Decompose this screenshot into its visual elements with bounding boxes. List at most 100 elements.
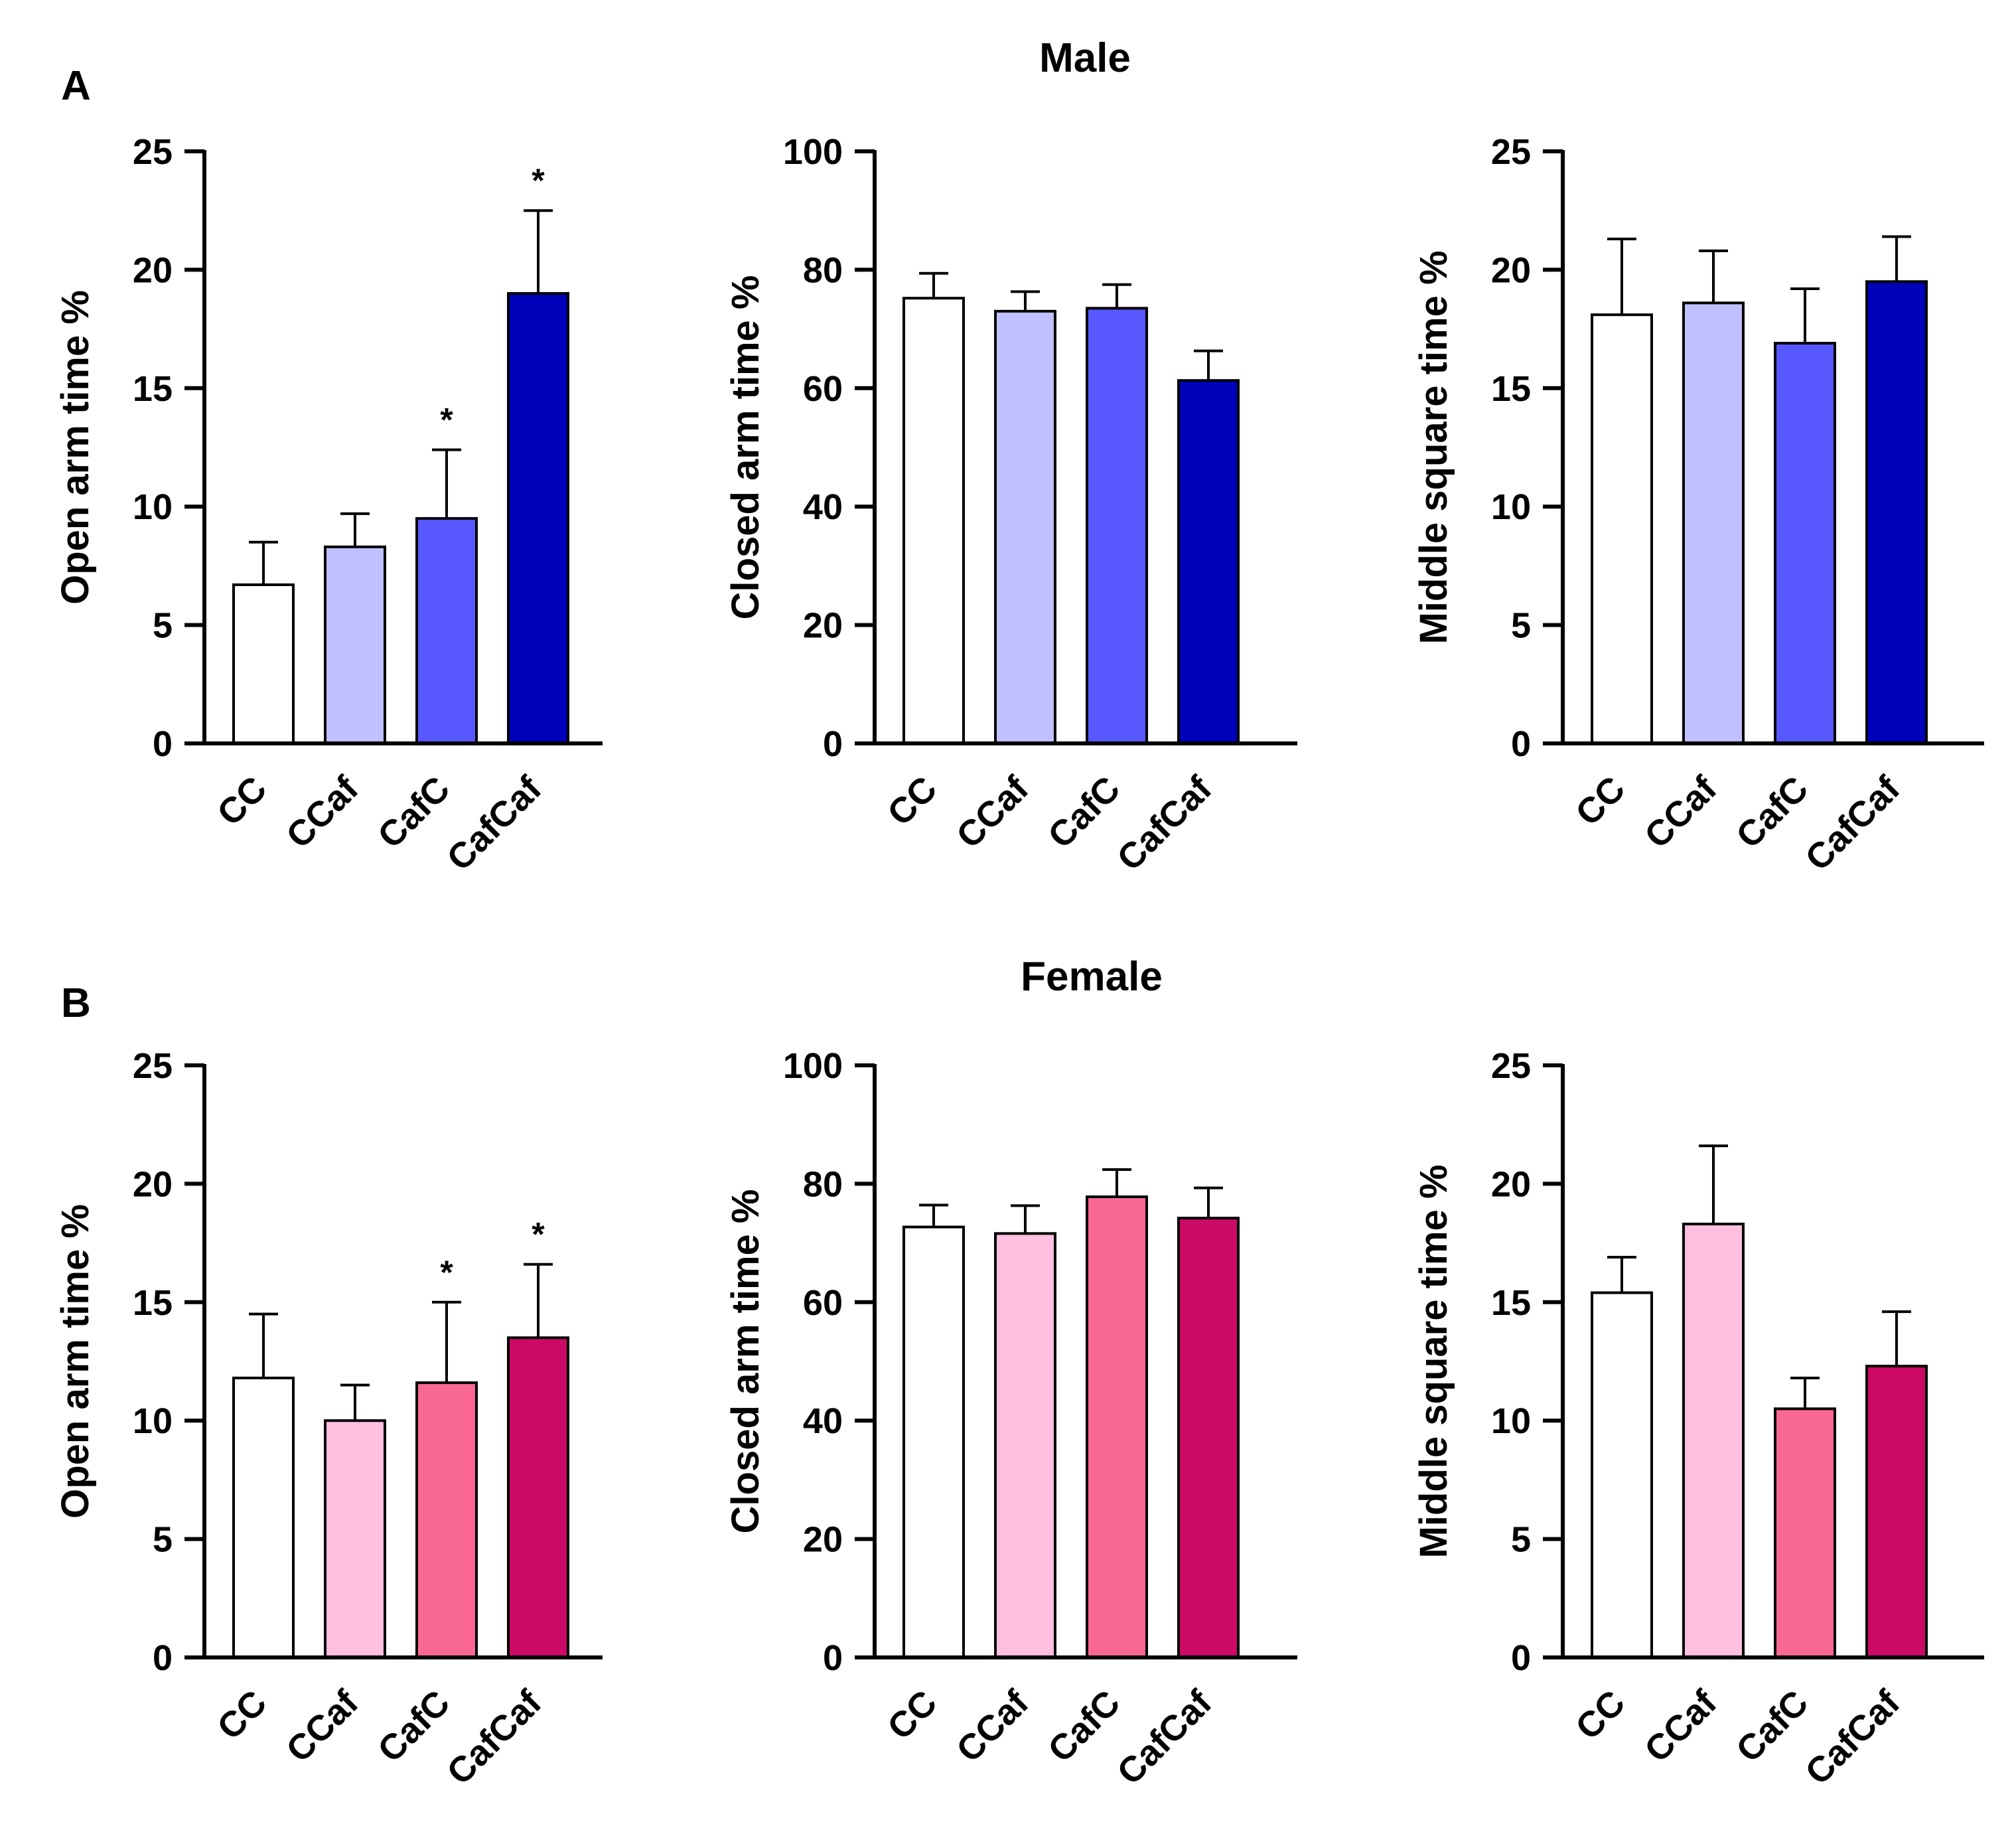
bar-cc (1591, 1291, 1653, 1659)
bar-cafc (415, 517, 478, 745)
y-tick-label: 40 (803, 1401, 843, 1441)
significance-mark: * (440, 1254, 453, 1291)
y-tick-label: 10 (1491, 487, 1531, 527)
category-label: CC (1568, 1683, 1633, 1748)
bar-ccaf (1682, 301, 1745, 745)
row-title-female: Female (1021, 954, 1163, 1000)
y-axis-label: Open arm time % (54, 290, 97, 605)
y-tick-label: 0 (1511, 724, 1531, 764)
y-tick-label: 10 (133, 1401, 173, 1441)
bar-cafcaf (1865, 280, 1928, 745)
bar-cafc (1086, 1195, 1148, 1659)
bar-cc (902, 1225, 965, 1659)
y-axis-label: Open arm time % (54, 1204, 97, 1519)
bar-ccaf (1682, 1223, 1745, 1659)
bar-cafcaf (1865, 1365, 1928, 1659)
bar-ccaf (324, 545, 386, 745)
y-axis-label: Middle square time % (1412, 1164, 1455, 1558)
y-tick-label: 40 (803, 487, 843, 527)
y-tick-label: 0 (823, 1638, 843, 1678)
significance-mark: * (532, 1216, 545, 1253)
y-tick-label: 80 (803, 250, 843, 290)
y-tick-label: 25 (1491, 1046, 1531, 1086)
bar-cafc (1774, 342, 1836, 745)
y-axis-label: Closed arm time % (724, 275, 767, 620)
category-label: CCaf (1637, 1682, 1725, 1770)
y-tick-label: 25 (133, 1046, 173, 1086)
y-tick-label: 20 (133, 1164, 173, 1204)
category-label: CafC (370, 1683, 458, 1770)
y-tick-label: 0 (1511, 1638, 1531, 1678)
bar-cafcaf (1177, 379, 1240, 745)
y-tick-label: 60 (803, 369, 843, 409)
y-tick-label: 100 (783, 1046, 843, 1086)
category-label: CCaf (949, 768, 1037, 856)
y-tick-label: 100 (783, 132, 843, 172)
y-tick-label: 20 (1491, 1164, 1531, 1204)
bar-cafc (1086, 307, 1148, 745)
category-label: CafCaf (1798, 1682, 1908, 1792)
y-tick-label: 20 (133, 250, 173, 290)
category-label: CC (880, 769, 945, 834)
y-tick-label: 20 (1491, 250, 1531, 290)
bar-cafcaf (1177, 1217, 1240, 1659)
y-tick-label: 5 (153, 1520, 173, 1560)
bar-cafc (415, 1381, 478, 1659)
category-label: CafC (1041, 769, 1128, 856)
category-label: CafC (1041, 1683, 1128, 1770)
category-label: CCaf (1637, 768, 1725, 856)
y-tick-label: 80 (803, 1164, 843, 1204)
significance-mark: * (532, 162, 545, 199)
y-tick-label: 15 (133, 369, 173, 409)
y-tick-label: 25 (133, 132, 173, 172)
y-tick-label: 10 (1491, 1401, 1531, 1441)
y-tick-label: 10 (133, 487, 173, 527)
y-tick-label: 5 (153, 606, 173, 646)
category-label: CafC (1729, 1683, 1816, 1770)
bar-cc (232, 1376, 295, 1659)
row-title-male: Male (1039, 35, 1131, 81)
category-label: CC (210, 1683, 275, 1748)
category-label: CafCaf (439, 768, 549, 878)
y-tick-label: 15 (1491, 1283, 1531, 1323)
y-tick-label: 0 (823, 724, 843, 764)
y-tick-label: 20 (803, 606, 843, 646)
category-label: CCaf (279, 1682, 366, 1770)
y-tick-label: 0 (153, 1638, 173, 1678)
y-tick-label: 5 (1511, 606, 1531, 646)
y-tick-label: 0 (153, 724, 173, 764)
panel-letter-a: A (61, 63, 91, 109)
y-axis-label: Closed arm time % (724, 1189, 767, 1534)
category-label: CafCaf (439, 1682, 549, 1792)
category-label: CafC (370, 769, 458, 856)
chart-1: CC CCaf * CafC * CafCaf 0 5 10 15 20 25 Open arm tim… (54, 132, 603, 879)
category-label: CafCaf (1110, 768, 1220, 878)
category-label: CCaf (279, 768, 366, 856)
bar-cc (902, 297, 965, 745)
y-tick-label: 15 (1491, 369, 1531, 409)
panel-letter-b: B (61, 980, 91, 1026)
category-label: CafC (1729, 769, 1816, 856)
y-tick-label: 25 (1491, 132, 1531, 172)
y-tick-label: 15 (133, 1283, 173, 1323)
category-label: CC (880, 1683, 945, 1748)
y-axis-label: Middle square time % (1412, 250, 1455, 644)
y-tick-label: 20 (803, 1520, 843, 1560)
chart-4: CC CCaf * CafC * CafCaf 0 5 10 15 20 25 Open arm tim… (54, 1046, 603, 1793)
bar-ccaf (324, 1419, 386, 1659)
significance-mark: * (440, 402, 453, 439)
bar-cc (232, 583, 295, 745)
y-tick-label: 5 (1511, 1520, 1531, 1560)
bar-ccaf (994, 309, 1056, 745)
category-label: CC (1568, 769, 1633, 834)
category-label: CafCaf (1798, 768, 1908, 878)
bar-cafcaf (507, 1336, 569, 1659)
category-label: CCaf (949, 1682, 1037, 1770)
category-label: CC (210, 769, 275, 834)
